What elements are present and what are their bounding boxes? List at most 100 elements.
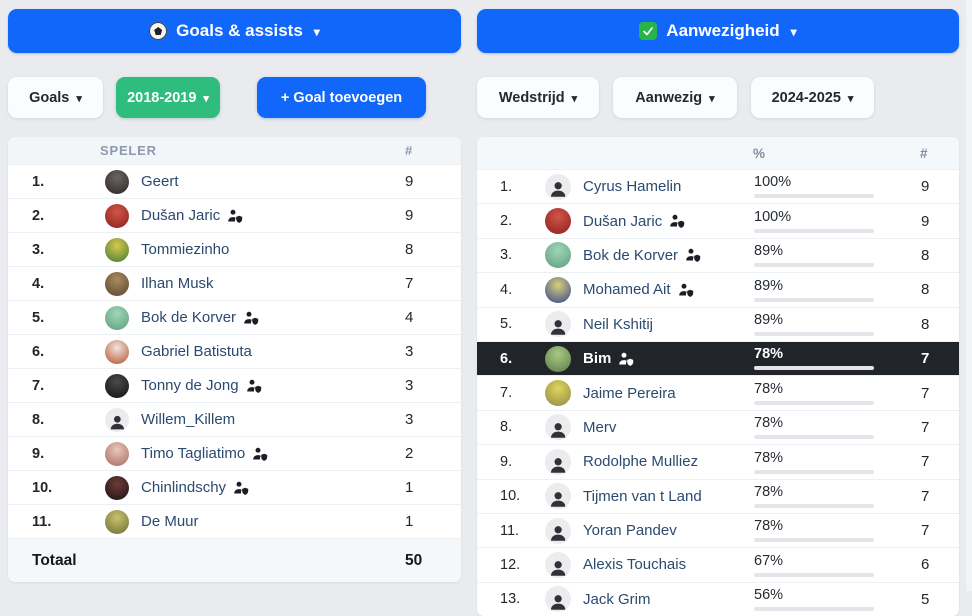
add-goal-button[interactable]: + Goal toevoegen xyxy=(257,77,426,118)
player-name: Ilhan Musk xyxy=(141,275,214,292)
attendance-progress-bar xyxy=(754,572,874,577)
goals-table-row[interactable]: 6. Gabriel Batistuta 3 xyxy=(8,334,461,368)
count-value: 7 xyxy=(921,487,930,505)
goals-table-row[interactable]: 9. Timo Tagliatimo 2 xyxy=(8,436,461,470)
attendance-percent-cell: 100% xyxy=(754,170,874,203)
goals-table-row[interactable]: 11. De Muur 1 xyxy=(8,504,461,538)
count-value: 8 xyxy=(921,281,930,299)
count-value: 1 xyxy=(405,479,414,496)
attendance-progress-bar xyxy=(754,469,874,474)
player-avatar xyxy=(545,173,571,200)
season-label-right: 2024-2025 xyxy=(771,89,841,106)
season-dropdown-left[interactable]: 2018-2019 ▾ xyxy=(116,77,220,118)
player-shield-icon xyxy=(252,446,268,462)
attendance-percent-value: 78% xyxy=(754,346,784,363)
rank-label: 4. xyxy=(32,275,45,292)
count-value: 8 xyxy=(921,246,930,264)
attendance-table-row[interactable]: 6. Bim 78% 7 xyxy=(477,340,959,376)
attendance-percent-cell: 89% xyxy=(754,239,874,272)
rank-label: 7. xyxy=(32,377,45,394)
player-column-header: SPELER xyxy=(100,143,157,158)
attendance-percent-cell: 78% xyxy=(754,480,874,513)
attendance-table-row[interactable]: 1. Cyrus Hamelin 100% 9 xyxy=(477,169,959,204)
count-value: 9 xyxy=(921,178,930,196)
count-value: 7 xyxy=(921,350,930,368)
goals-table-row[interactable]: 4. Ilhan Musk 7 xyxy=(8,266,461,300)
goals-table-row[interactable]: 2. Dušan Jaric 9 xyxy=(8,198,461,232)
chevron-down-icon: ▾ xyxy=(313,25,320,39)
rank-label: 4. xyxy=(500,281,513,298)
player-shield-icon xyxy=(227,208,243,224)
attendance-table-row[interactable]: 12. Alexis Touchais 67% 6 xyxy=(477,547,959,582)
present-dropdown[interactable]: Aanwezig ▾ xyxy=(613,77,737,118)
goals-table-row[interactable]: 7. Tonny de Jong 3 xyxy=(8,368,461,402)
person-silhouette-icon xyxy=(550,526,566,542)
attendance-table-row[interactable]: 11. Yoran Pandev 78% 7 xyxy=(477,512,959,548)
player-avatar xyxy=(545,345,571,372)
person-silhouette-icon xyxy=(550,457,566,473)
attendance-table-row[interactable]: 10. Tijmen van t Land 78% 7 xyxy=(477,478,959,513)
player-name: Merv xyxy=(583,418,617,436)
player-shield-icon xyxy=(669,213,685,229)
player-name: Dušan Jaric xyxy=(583,212,663,230)
total-value: 50 xyxy=(405,551,423,569)
attendance-percent-cell: 78% xyxy=(754,342,874,375)
person-silhouette-icon xyxy=(550,595,566,610)
player-name: Willem_Killem xyxy=(141,411,236,428)
attendance-table-row[interactable]: 8. Merv 78% 7 xyxy=(477,409,959,445)
page-scrollbar[interactable] xyxy=(966,0,972,591)
goals-table-row[interactable]: 5. Bok de Korver 4 xyxy=(8,300,461,334)
count-value: 7 xyxy=(921,384,930,402)
player-avatar xyxy=(105,271,129,296)
attendance-percent-value: 56% xyxy=(754,587,784,604)
attendance-panel-title: Aanwezigheid xyxy=(666,21,780,40)
attendance-percent-cell: 78% xyxy=(754,411,874,444)
player-name: Neil Kshitij xyxy=(583,315,654,333)
attendance-dropdown-button[interactable]: Aanwezigheid ▾ xyxy=(477,9,959,53)
season-dropdown-right[interactable]: 2024-2025 ▾ xyxy=(751,77,874,118)
player-avatar xyxy=(545,517,571,544)
attendance-table-row[interactable]: 13. Jack Grim 56% 5 xyxy=(477,581,959,616)
attendance-progress-bar xyxy=(754,366,874,371)
attendance-table-row[interactable]: 4. Mohamed Ait 89% 8 xyxy=(477,272,959,307)
goals-table-row[interactable]: 3. Tommiezinho 8 xyxy=(8,232,461,266)
check-mark-icon xyxy=(639,22,658,40)
attendance-table-row[interactable]: 5. Neil Kshitij 89% 8 xyxy=(477,306,959,341)
attendance-table-row[interactable]: 2. Dušan Jaric 100% 9 xyxy=(477,203,959,238)
count-value: 9 xyxy=(405,207,414,224)
player-avatar xyxy=(545,414,571,441)
match-type-dropdown[interactable]: Wedstrijd ▾ xyxy=(477,77,599,118)
attendance-percent-cell: 89% xyxy=(754,273,874,306)
attendance-panel: Aanwezigheid ▾ Wedstrijd ▾ Aanwezig ▾ 20… xyxy=(477,9,959,616)
total-label: Totaal xyxy=(32,551,77,569)
attendance-progress-bar xyxy=(754,297,874,302)
player-name: Tommiezinho xyxy=(141,241,230,258)
attendance-progress-bar xyxy=(754,331,874,336)
attendance-progress-bar xyxy=(754,503,874,508)
player-name: Bok de Korver xyxy=(583,246,679,264)
count-value: 7 xyxy=(921,453,930,471)
goals-table-row[interactable]: 1. Geert 9 xyxy=(8,164,461,198)
player-name: Bok de Korver xyxy=(141,309,237,326)
attendance-percent-value: 89% xyxy=(754,311,784,328)
player-avatar xyxy=(545,380,571,407)
attendance-percent-cell: 56% xyxy=(754,583,874,616)
attendance-table-row[interactable]: 3. Bok de Korver 89% 8 xyxy=(477,237,959,273)
player-name: Yoran Pandev xyxy=(583,522,677,540)
person-silhouette-icon xyxy=(550,320,566,335)
attendance-percent-cell: 100% xyxy=(754,204,874,237)
attendance-percent-value: 78% xyxy=(754,415,784,432)
rank-label: 5. xyxy=(32,309,45,326)
stat-type-dropdown[interactable]: Goals ▾ xyxy=(8,77,103,118)
attendance-table-row[interactable]: 9. Rodolphe Mulliez 78% 7 xyxy=(477,444,959,479)
goals-table-row[interactable]: 10. Chinlindschy 1 xyxy=(8,470,461,504)
attendance-table-row[interactable]: 7. Jaime Pereira 78% 7 xyxy=(477,375,959,410)
count-value: 3 xyxy=(405,411,414,428)
player-avatar xyxy=(545,276,571,303)
goals-assists-dropdown-button[interactable]: Goals & assists ▾ xyxy=(8,9,461,53)
chevron-down-icon: ▾ xyxy=(790,25,797,39)
attendance-percent-cell: 78% xyxy=(754,445,874,478)
count-value: 2 xyxy=(405,445,414,462)
person-silhouette-icon xyxy=(550,423,566,438)
goals-table-row[interactable]: 8. Willem_Killem 3 xyxy=(8,402,461,436)
